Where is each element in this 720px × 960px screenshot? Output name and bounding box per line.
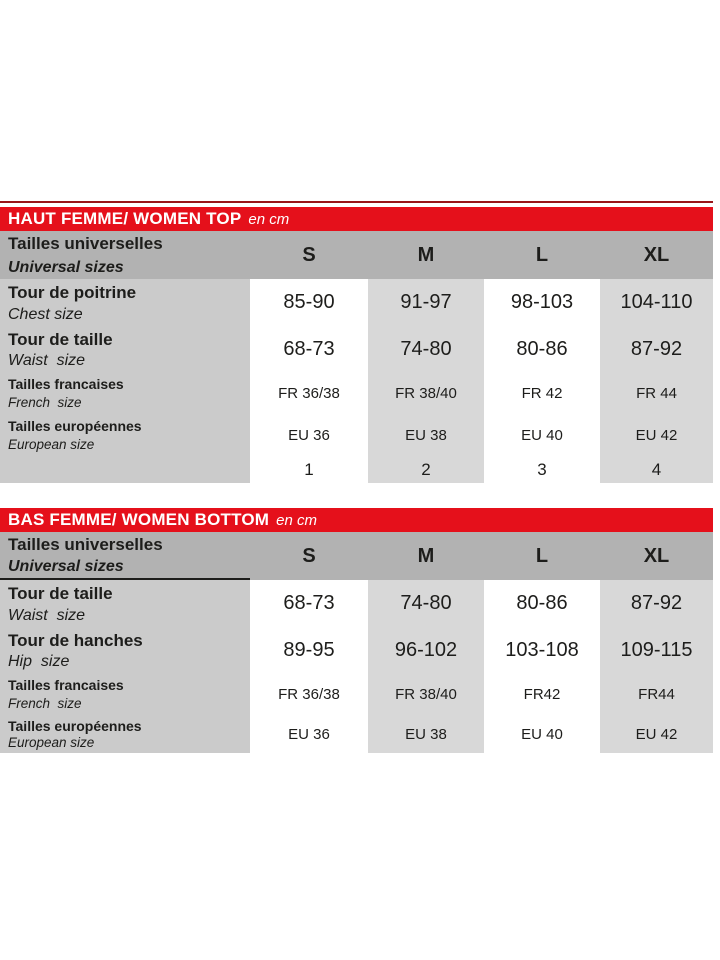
size-cell: EU 38 <box>368 414 484 456</box>
size-header-m: M <box>368 231 484 279</box>
size-cell: 103-108 <box>484 627 600 673</box>
women-top-title-bar: HAUT FEMME/ WOMEN TOP en cm <box>0 207 713 231</box>
size-cell: FR 38/40 <box>368 673 484 715</box>
size-header-xl: XL <box>600 532 713 580</box>
size-cell: 68-73 <box>250 580 368 627</box>
women-top-title: HAUT FEMME/ WOMEN TOP <box>8 209 242 228</box>
size-cell: 74-80 <box>368 326 484 372</box>
row-label-fr: Tailles européennes <box>8 418 142 435</box>
size-number-cell: 2 <box>368 456 484 483</box>
size-cell: EU 40 <box>484 715 600 753</box>
size-cell: EU 36 <box>250 715 368 753</box>
women-bottom-title: BAS FEMME/ WOMEN BOTTOM <box>8 510 270 529</box>
size-cell: EU 42 <box>600 414 713 456</box>
row-label-en: Waist size <box>8 351 86 369</box>
row-label-en: Hip size <box>8 652 70 670</box>
top-rule <box>0 201 713 203</box>
size-cell: 104-110 <box>600 279 713 326</box>
row-label-european-size: Tailles européennes European size <box>0 414 250 456</box>
women-bottom-table: Tailles universelles Universal sizes S M… <box>0 532 713 753</box>
size-cell: FR 42 <box>484 372 600 414</box>
size-cell: EU 36 <box>250 414 368 456</box>
size-cell: EU 38 <box>368 715 484 753</box>
size-cell: EU 40 <box>484 414 600 456</box>
row-label-fr: Tailles francaises <box>8 677 124 694</box>
size-chart-content: HAUT FEMME/ WOMEN TOP en cm Tailles univ… <box>0 201 713 753</box>
size-cell: 74-80 <box>368 580 484 627</box>
header-label-fr: Tailles universelles <box>8 535 163 554</box>
size-cell: 68-73 <box>250 326 368 372</box>
size-cell: EU 42 <box>600 715 713 753</box>
size-header-s: S <box>250 532 368 580</box>
size-cell: 85-90 <box>250 279 368 326</box>
size-cell: 109-115 <box>600 627 713 673</box>
row-label-en: French size <box>8 695 82 711</box>
size-header-m: M <box>368 532 484 580</box>
row-label-en: French size <box>8 394 82 410</box>
size-number-cell: 4 <box>600 456 713 483</box>
row-label-fr: Tour de taille <box>8 583 113 603</box>
row-label-fr: Tailles européennes <box>8 717 142 734</box>
size-cell: FR 36/38 <box>250 673 368 715</box>
header-label-en: Universal sizes <box>8 557 124 575</box>
size-header-xl: XL <box>600 231 713 279</box>
size-cell: 98-103 <box>484 279 600 326</box>
row-label-en: European size <box>8 436 95 452</box>
size-cell: 89-95 <box>250 627 368 673</box>
header-label-cell: Tailles universelles Universal sizes <box>0 532 250 580</box>
size-header-l: L <box>484 532 600 580</box>
row-label-french-size: Tailles francaises French size <box>0 673 250 715</box>
size-cell: 87-92 <box>600 580 713 627</box>
row-label-french-size: Tailles francaises French size <box>0 372 250 414</box>
row-label-waist: Tour de taille Waist size <box>0 580 250 627</box>
size-header-s: S <box>250 231 368 279</box>
size-cell: FR 44 <box>600 372 713 414</box>
header-label-fr: Tailles universelles <box>8 234 163 253</box>
row-label-fr: Tour de taille <box>8 329 113 349</box>
women-bottom-title-bar: BAS FEMME/ WOMEN BOTTOM en cm <box>0 508 713 532</box>
size-header-l: L <box>484 231 600 279</box>
row-label-european-size: Tailles européennes European size <box>0 715 250 753</box>
header-label-cell: Tailles universelles Universal sizes <box>0 231 250 279</box>
women-top-table: Tailles universelles Universal sizes S M… <box>0 231 713 483</box>
size-cell: 96-102 <box>368 627 484 673</box>
size-cell: 91-97 <box>368 279 484 326</box>
women-bottom-unit-label: en cm <box>276 511 318 529</box>
row-label-waist: Tour de taille Waist size <box>0 326 250 372</box>
women-top-unit-label: en cm <box>248 210 290 228</box>
size-cell: 80-86 <box>484 580 600 627</box>
row-label-fr: Tailles francaises <box>8 376 124 393</box>
size-number-cell: 1 <box>250 456 368 483</box>
size-number-cell: 3 <box>484 456 600 483</box>
row-label-chest: Tour de poitrine Chest size <box>0 279 250 326</box>
row-label-fr: Tour de hanches <box>8 630 143 650</box>
row-label-en: European size <box>8 735 95 751</box>
row-label-en: Waist size <box>8 606 86 624</box>
row-label-en: Chest size <box>8 305 83 323</box>
row-label-empty <box>0 456 250 483</box>
size-cell: FR44 <box>600 673 713 715</box>
row-label-hip: Tour de hanches Hip size <box>0 627 250 673</box>
size-cell: FR42 <box>484 673 600 715</box>
header-label-en: Universal sizes <box>8 258 124 276</box>
size-cell: 80-86 <box>484 326 600 372</box>
size-cell: 87-92 <box>600 326 713 372</box>
size-cell: FR 36/38 <box>250 372 368 414</box>
size-cell: FR 38/40 <box>368 372 484 414</box>
row-label-fr: Tour de poitrine <box>8 282 137 302</box>
